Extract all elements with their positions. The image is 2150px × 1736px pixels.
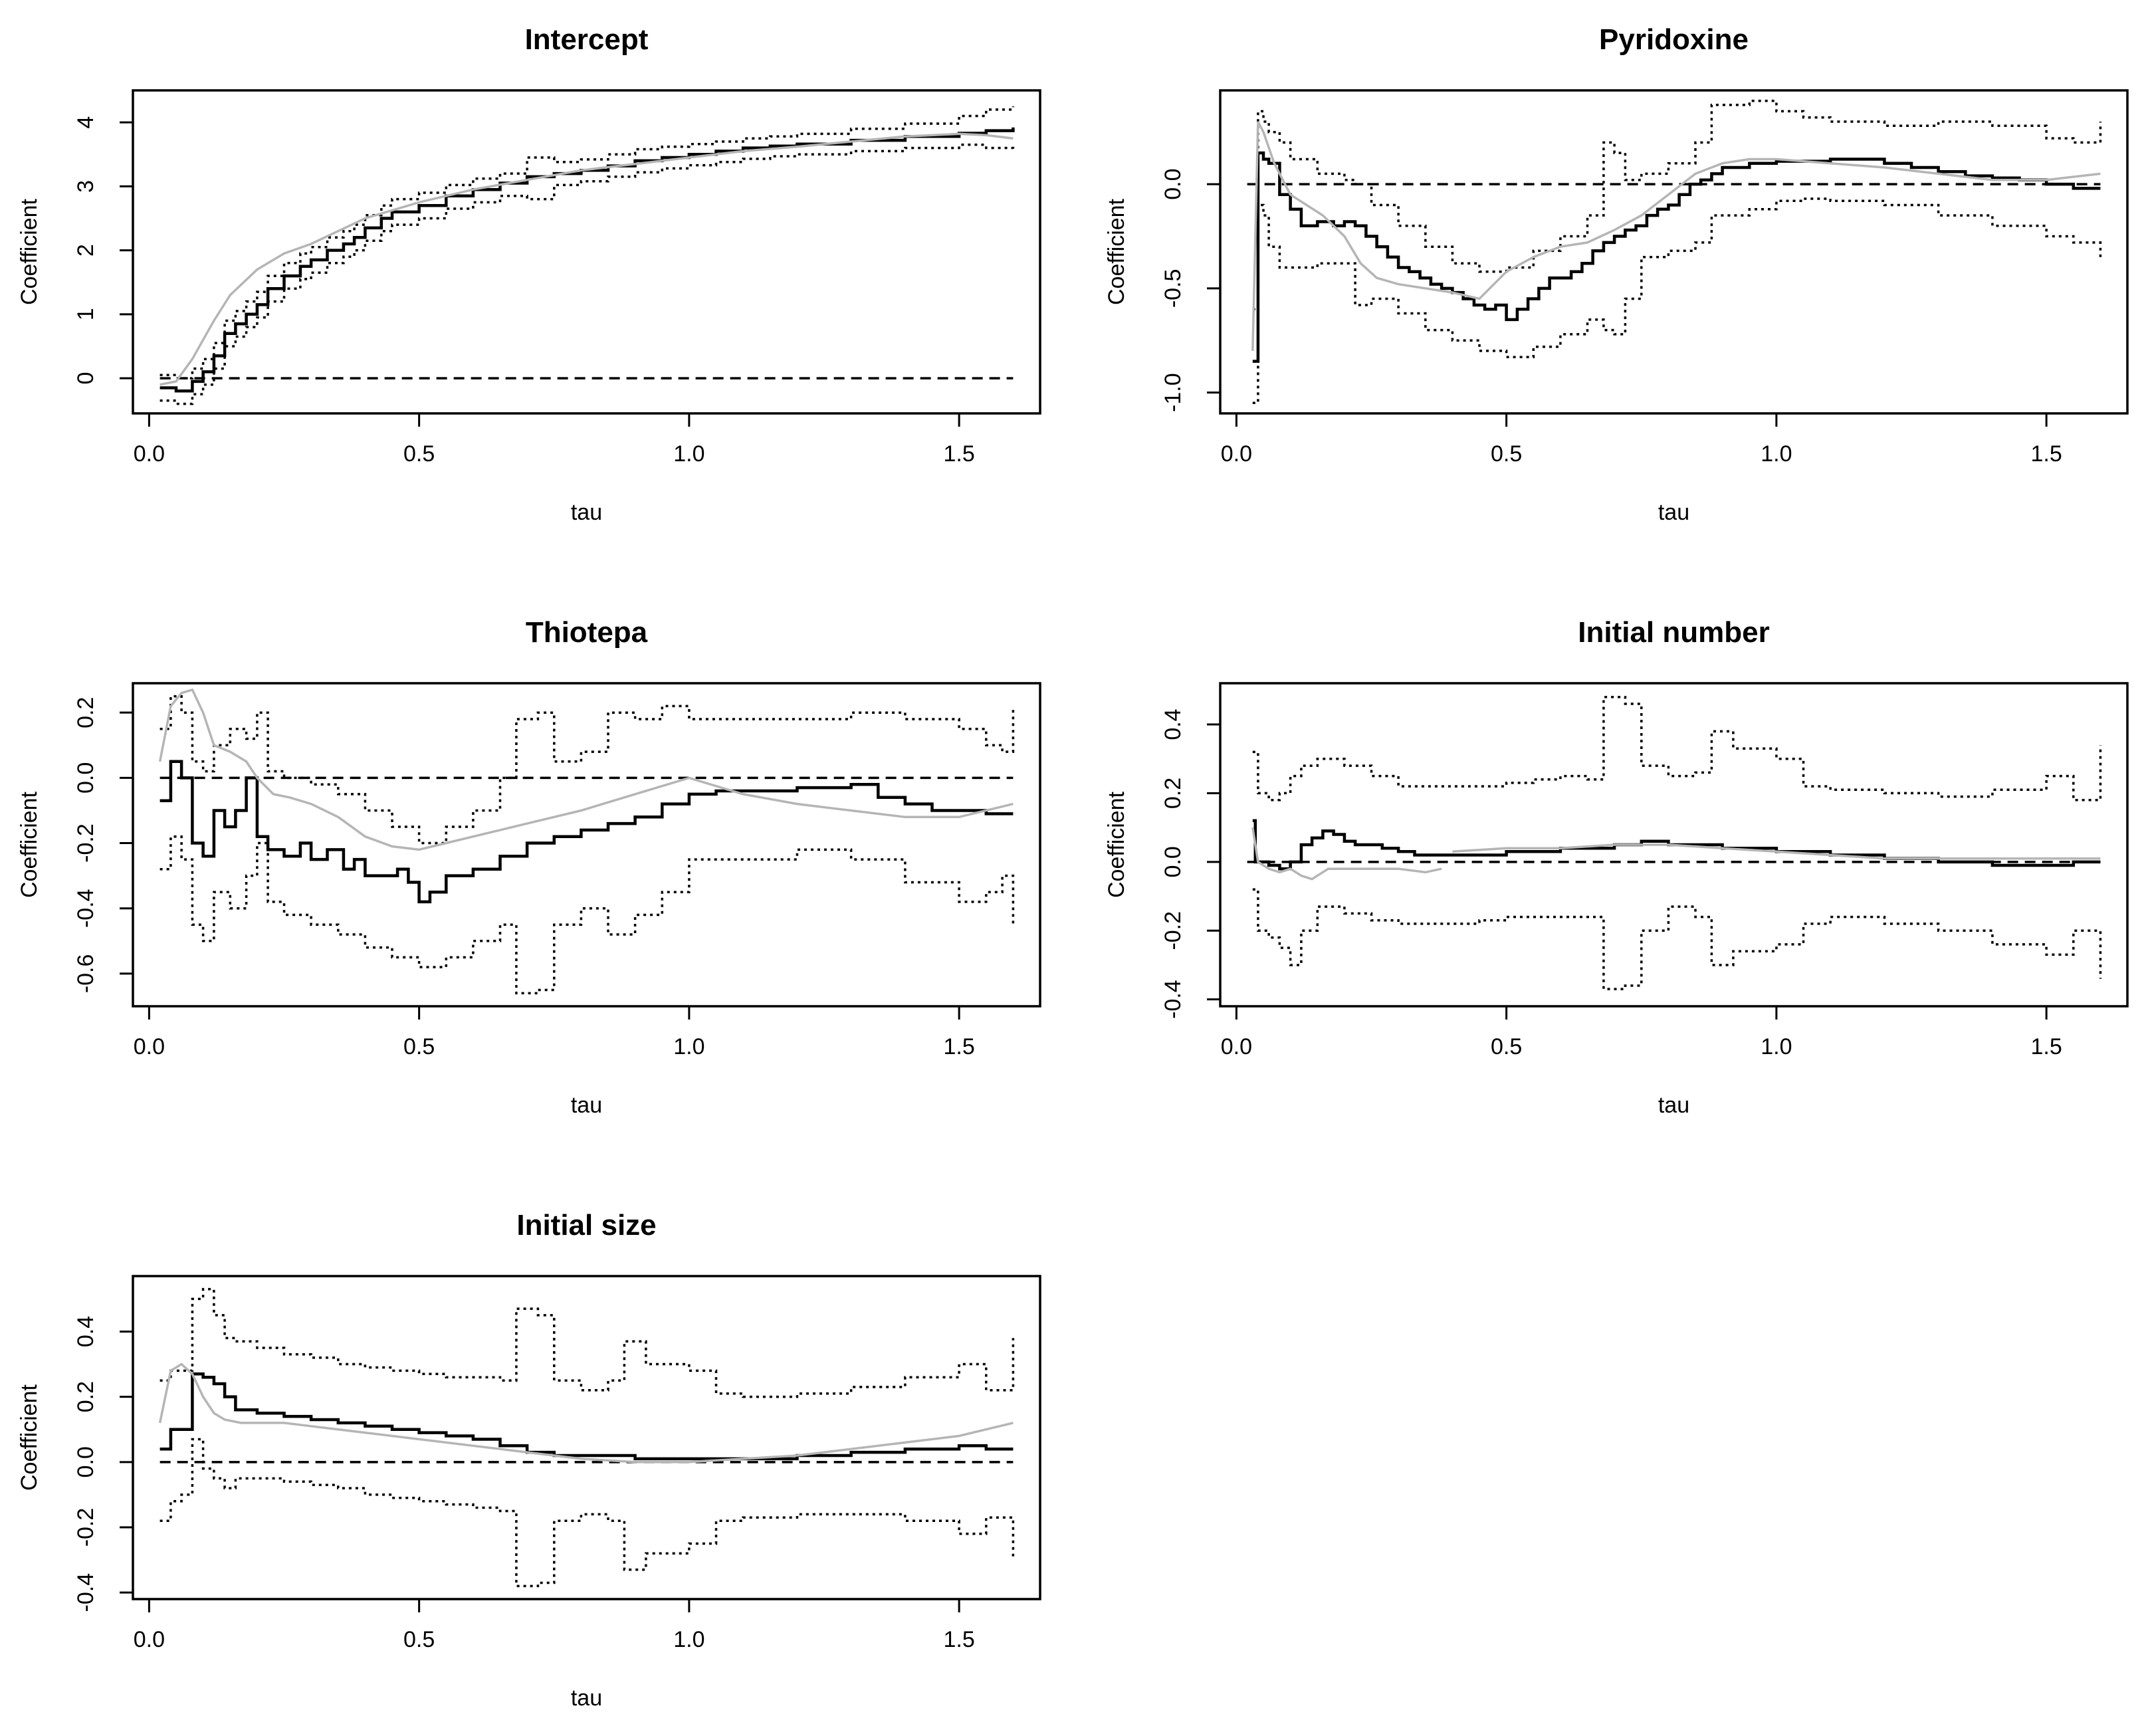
x-axis-label: tau (571, 500, 602, 525)
x-tick-label: 1.5 (943, 441, 974, 467)
lower-band-line (160, 1438, 1015, 1588)
estimate-line (160, 760, 1014, 904)
x-tick-label: 1.0 (673, 441, 704, 467)
upper-band-line (160, 106, 1015, 380)
chart-panel-3: Thiotepa 0.0 0.5 1.0 1.5 -0.6 -0.4 -0.2 0.0 0.2 ta… (17, 616, 1041, 1118)
y-tick-label: 0.4 (1160, 708, 1186, 740)
y-tick-label: 2 (73, 244, 98, 257)
upper-band-line (1252, 99, 2102, 310)
smooth-line (1251, 121, 2101, 351)
x-tick-label: 0.5 (403, 441, 435, 467)
series-group (158, 1287, 1015, 1588)
y-tick-label: 4 (73, 116, 98, 129)
x-tick-label: 1.5 (2030, 441, 2062, 467)
smooth-line (158, 688, 1014, 851)
lower-band-line (160, 835, 1015, 995)
y-tick-label: -0.4 (1160, 980, 1186, 1019)
x-axis-label: tau (571, 1093, 602, 1118)
smooth-line (1251, 827, 1442, 881)
y-tick-label: 0.2 (1160, 778, 1186, 809)
y-tick-label: -0.4 (73, 889, 98, 928)
plot-frame (1219, 682, 2129, 1008)
series-group (158, 688, 1015, 995)
y-tick-label: 0.4 (73, 1316, 98, 1347)
smooth-line (1452, 843, 2101, 860)
upper-band-line (160, 695, 1015, 845)
y-tick-label: -0.5 (1160, 269, 1186, 308)
x-tick-label: 0.5 (1491, 1034, 1522, 1059)
y-tick-label: 0.0 (73, 762, 98, 794)
x-tick-label: 0.0 (134, 1627, 165, 1652)
plot-frame (132, 682, 1041, 1008)
x-tick-label: 1.5 (943, 1034, 974, 1059)
estimate-line (160, 127, 1015, 393)
x-tick-label: 1.0 (1761, 441, 1792, 467)
y-tick-label: -1.0 (1160, 373, 1186, 412)
y-axis-label: Coefficient (17, 1384, 42, 1491)
series-group (160, 106, 1015, 405)
y-axis-label: Coefficient (1104, 791, 1129, 898)
chart-title: Initial size (516, 1209, 656, 1242)
chart-panel-2: Pyridoxine 0.0 0.5 1.0 1.5 -1.0 -0.5 0.0 tau Coef… (1104, 23, 2129, 525)
x-tick-label: 0.0 (134, 441, 165, 467)
lower-band-line (1252, 888, 2102, 990)
y-tick-label: 0.2 (73, 697, 98, 728)
y-tick-label: 0.0 (1160, 846, 1186, 877)
x-tick-label: 0.0 (1221, 441, 1252, 467)
chart-title: Initial number (1578, 616, 1769, 649)
lower-band-line (160, 144, 1015, 405)
x-tick-label: 1.0 (1761, 1034, 1792, 1059)
y-tick-label: 3 (73, 180, 98, 193)
x-tick-label: 0.0 (134, 1034, 165, 1059)
y-tick-label: 0.2 (73, 1381, 98, 1412)
chart-panel-4: Initial number 0.0 0.5 1.0 1.5 -0.4 -0.2 0.0 0.2… (1104, 616, 2129, 1118)
x-tick-label: 0.5 (403, 1034, 435, 1059)
x-tick-label: 1.5 (2030, 1034, 2062, 1059)
y-tick-label: -0.4 (73, 1573, 98, 1612)
x-axis-label: tau (1658, 500, 1689, 525)
y-tick-label: -0.2 (73, 823, 98, 863)
smooth-line (158, 1362, 1014, 1464)
y-axis-label: Coefficient (1104, 198, 1129, 305)
chart-title: Intercept (525, 23, 649, 56)
chart-panel-5: Initial size 0.0 0.5 1.0 1.5 -0.4 -0.2 0.0 0.2 0.… (17, 1209, 1041, 1711)
chart-title: Pyridoxine (1599, 23, 1749, 56)
plot-frame (1219, 89, 2129, 415)
series-group (1251, 695, 2102, 990)
y-tick-label: 1 (73, 308, 98, 320)
lower-band-line (1252, 197, 2102, 405)
y-tick-label: -0.2 (73, 1508, 98, 1547)
smooth-line (160, 132, 1014, 386)
plot-frame (132, 1275, 1041, 1600)
upper-band-line (1252, 695, 2102, 802)
x-tick-label: 1.5 (943, 1627, 974, 1652)
y-tick-label: 0.0 (73, 1446, 98, 1477)
chart-title: Thiotepa (526, 616, 648, 649)
y-axis-label: Coefficient (17, 198, 42, 305)
x-axis-label: tau (1658, 1093, 1689, 1118)
y-axis-label: Coefficient (17, 791, 42, 898)
upper-band-line (160, 1287, 1015, 1398)
x-tick-label: 1.0 (673, 1627, 704, 1652)
y-tick-label: -0.6 (73, 954, 98, 994)
y-tick-label: -0.2 (1160, 911, 1186, 950)
x-axis-label: tau (571, 1685, 602, 1711)
y-tick-label: 0.0 (1160, 168, 1186, 199)
x-tick-label: 0.5 (1491, 441, 1522, 467)
chart-panel-1: Intercept 0.0 0.5 1.0 1.5 0 1 2 3 4 tau Coefficient (17, 23, 1041, 525)
plot-frame (132, 89, 1041, 415)
estimate-line (1252, 151, 2101, 363)
y-tick-label: 0 (73, 372, 98, 385)
x-tick-label: 0.5 (403, 1627, 435, 1652)
x-tick-label: 0.0 (1221, 1034, 1252, 1059)
x-tick-label: 1.0 (673, 1034, 704, 1059)
series-group (1251, 99, 2102, 405)
